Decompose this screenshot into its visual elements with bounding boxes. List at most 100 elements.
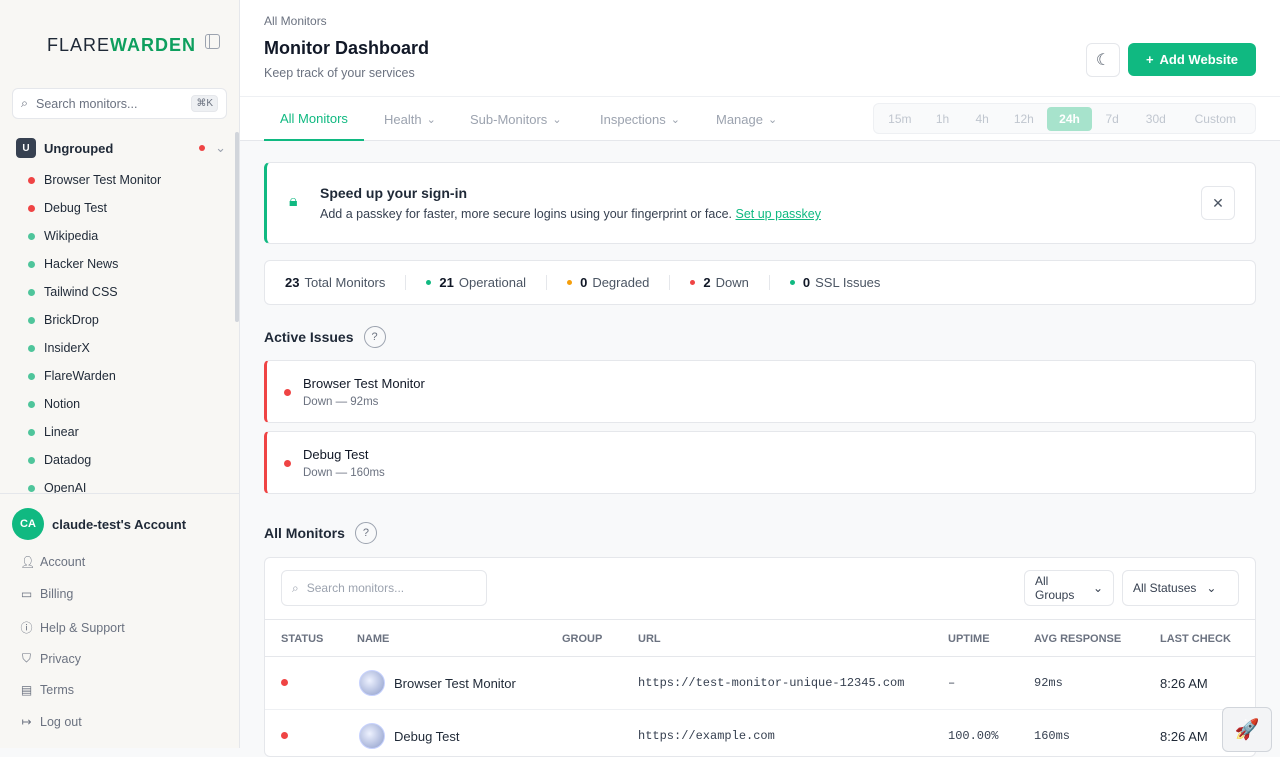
chevron-down-icon: ⌄ [1092,581,1103,595]
nav-terms[interactable]: ▤ Terms [20,683,75,697]
stat-degraded: 0 Degraded [567,275,671,290]
main: All Monitors Monitor Dashboard Keep trac… [240,0,1280,757]
sidebar-monitor-item[interactable]: BrickDrop [28,306,233,334]
range-7d[interactable]: 7d [1105,111,1119,126]
range-12h[interactable]: 12h [1013,111,1034,126]
monitor-url: https://test-monitor-unique-12345.com [638,676,905,690]
range-1h[interactable]: 1h [935,111,950,126]
column-header[interactable]: AVG RESPONSE [1034,633,1122,645]
status-dot [567,280,573,285]
nav-help-support[interactable]: ⓘ Help & Support [20,620,125,636]
chevron-down-icon: ⌄ [426,113,436,126]
status-dot [690,280,696,285]
add-website-button[interactable]: + Add Website [1128,43,1256,76]
sidebar: FLAREWARDEN ⌕ Search monitors... ⌘K U Un… [0,0,240,748]
table-row[interactable]: Debug Test https://example.com 100.00% 160m… [265,710,1255,756]
table-row[interactable]: Browser Test Monitor https://test-monitor… [265,657,1255,710]
sidebar-monitor-item[interactable]: Hacker News [28,250,233,278]
chevron-down-icon[interactable]: ⌄ [215,140,226,155]
sidebar-monitor-item[interactable]: Tailwind CSS [28,278,233,306]
status-dot [426,280,432,285]
stat-total-monitors: 23 Total Monitors [285,275,407,290]
nav-account[interactable]: 👤︎ Account [20,555,86,569]
column-header[interactable]: NAME [357,633,390,645]
sidebar-monitor-item[interactable]: InsiderX [28,334,233,362]
sidebar-monitor-item[interactable]: Notion [28,390,233,418]
stat-operational: 21 Operational [426,275,548,290]
issue-card[interactable]: Debug Test Down — 160ms [264,431,1256,494]
range-24h[interactable]: 24h [1046,106,1093,131]
breadcrumb[interactable]: All Monitors [264,14,327,28]
tab-sub-monitors[interactable]: Sub-Monitors ⌄ [470,111,562,127]
nav-privacy[interactable]: ⛉ Privacy [21,651,81,666]
lock-icon: 🔒︎ [289,193,298,210]
status-filter-select[interactable]: All Statuses ⌄ [1122,570,1239,606]
status-dot [284,460,291,467]
tab-manage[interactable]: Manage ⌄ [716,111,778,127]
sidebar-footer: CA claude-test's Account 👤︎ Account ▭ Billi… [0,493,239,748]
monitor-uptime: 100.00% [948,729,999,743]
column-header[interactable]: URL [638,633,661,645]
group-filter-select[interactable]: All Groups ⌄ [1024,570,1114,606]
help-icon[interactable]: ? [363,326,386,348]
search-icon: ⌕ [21,96,29,110]
account-switcher[interactable]: CA claude-test's Account [12,508,186,540]
page-header: All Monitors Monitor Dashboard Keep trac… [240,0,1280,97]
close-button[interactable]: ✕ [1201,186,1235,220]
sidebar-monitor-item[interactable]: Wikipedia [28,222,233,250]
setup-passkey-link[interactable]: Set up passkey [735,207,821,221]
sidebar-monitor-item[interactable]: Debug Test [28,194,233,222]
all-monitors-heading: All Monitors? [264,522,377,544]
stats-bar: 23 Total Monitors 21 Operational 0 Degraded 2 D… [264,260,1256,305]
page-title: Monitor Dashboard [264,38,429,58]
help-icon[interactable]: ? [354,522,377,544]
monitor-name: Browser Test Monitor [394,676,516,691]
sidebar-monitor-item[interactable]: FlareWarden [28,362,233,390]
nav-billing[interactable]: ▭ Billing [20,587,74,601]
range-4h[interactable]: 4h [975,111,989,126]
status-dot [28,456,35,464]
moon-icon: ☾ [1095,52,1111,69]
group-ungrouped[interactable]: U Ungrouped ⌄ [16,138,226,158]
sidebar-monitor-item[interactable]: Datadog [28,446,233,474]
tab-inspections[interactable]: Inspections ⌄ [600,111,680,127]
sidebar-monitor-item[interactable]: Browser Test Monitor [28,166,233,194]
issue-card[interactable]: Browser Test Monitor Down — 92ms [264,360,1256,423]
column-header[interactable]: UPTIME [948,633,990,645]
billing-icon: ▭ [20,587,33,601]
range-custom[interactable]: Custom [1194,111,1236,126]
status-dot [281,679,288,686]
column-header[interactable]: LAST CHECK [1160,633,1231,645]
status-dot [28,176,35,184]
monitor-name: Debug Test [394,729,460,744]
status-dot [28,232,35,240]
sidebar-monitor-item[interactable]: OpenAI [28,474,233,494]
status-dot [28,372,35,380]
range-30d[interactable]: 30d [1145,111,1166,126]
tab-health[interactable]: Health ⌄ [384,111,436,127]
range-15m[interactable]: 15m [888,111,912,126]
column-header[interactable]: STATUS [281,633,324,645]
time-range-selector: 15m 1h 4h 12h 24h 7d 30d Custom [873,103,1256,134]
chevron-down-icon: ⌄ [552,113,562,126]
tab-all-monitors[interactable]: All Monitors [264,97,364,141]
status-dot [284,389,291,396]
sidebar-toggle-icon[interactable] [205,34,220,49]
table-header: STATUS NAME GROUP URL UPTIME AVG RESPONSE LAST… [265,619,1255,657]
privacy-icon: ⛉ [21,651,31,665]
chevron-down-icon: ⌄ [767,113,778,126]
theme-toggle-button[interactable]: ☾ [1086,43,1120,77]
status-dot [28,260,35,268]
column-header[interactable]: GROUP [562,633,603,645]
rocket-launcher-button[interactable]: 🚀 [1222,707,1272,752]
sidebar-search-input[interactable]: ⌕ Search monitors... ⌘K [12,88,227,119]
sidebar-monitor-item[interactable]: Linear [28,418,233,446]
stat-ssl-issues: 0 SSL Issues [789,275,901,290]
close-icon: ✕ [1212,194,1224,211]
table-search-input[interactable]: ⌕ Search monitors... [281,570,487,606]
nav-log-out[interactable]: ↦ Log out [21,715,82,729]
scrollbar[interactable] [235,132,239,322]
rocket-icon: 🚀 [1234,719,1260,741]
brand-logo[interactable]: FLAREWARDEN [47,35,197,55]
status-dot [28,288,35,296]
